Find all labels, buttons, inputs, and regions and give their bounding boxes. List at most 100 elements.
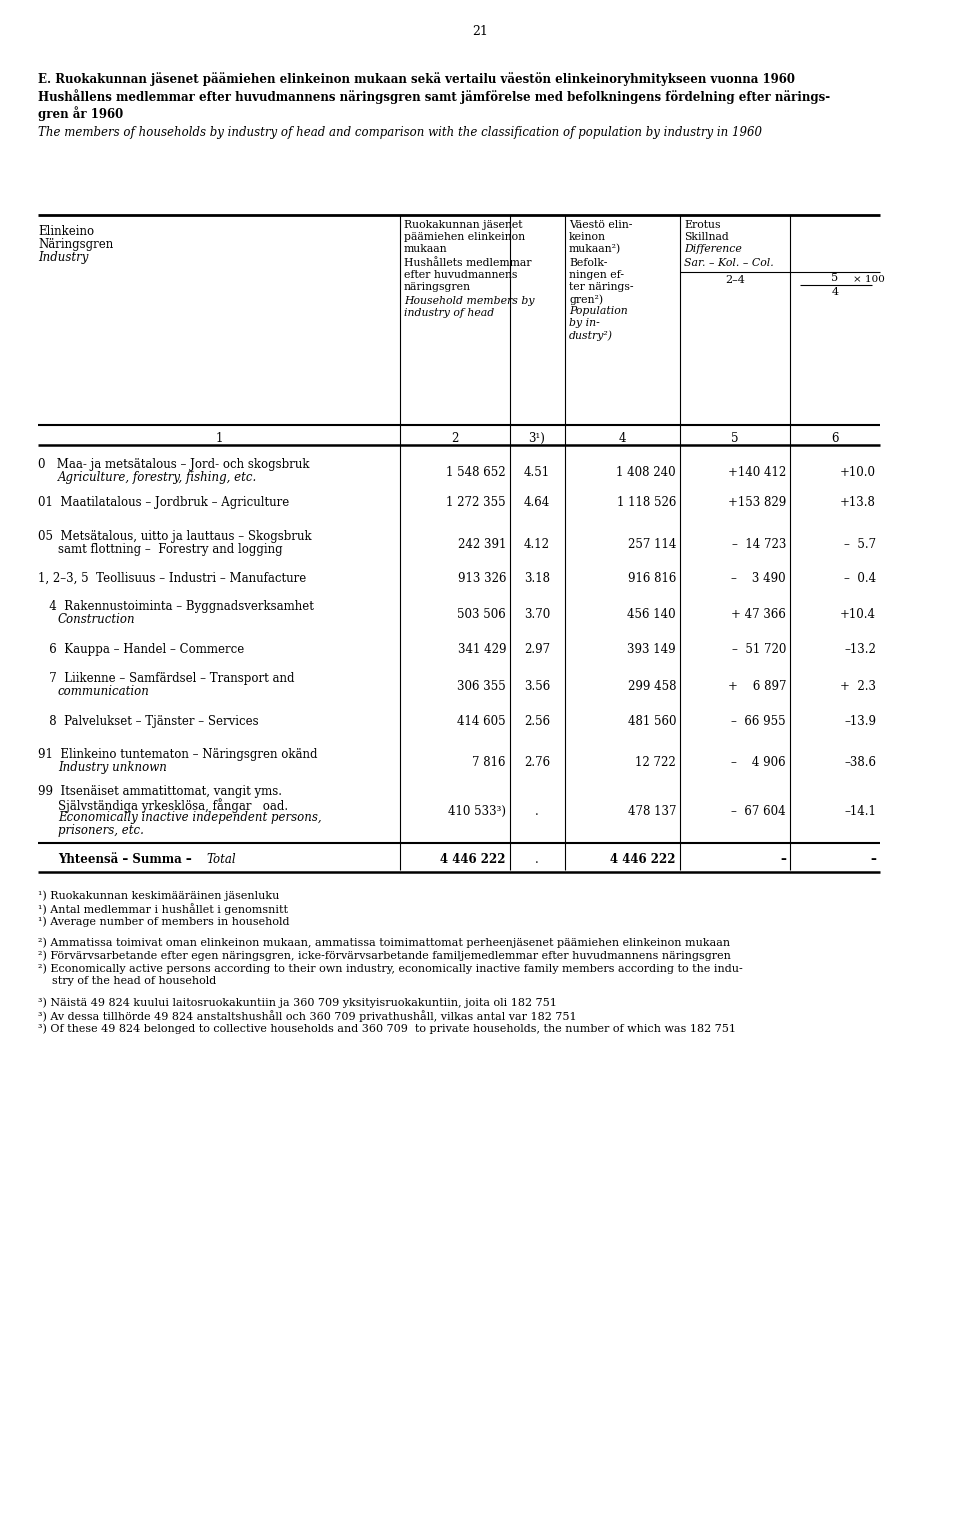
Text: 4 446 222: 4 446 222	[611, 853, 676, 865]
Text: –  51 720: – 51 720	[732, 643, 786, 656]
Text: –  67 604: – 67 604	[732, 805, 786, 818]
Text: 2.97: 2.97	[524, 643, 550, 656]
Text: gren år 1960: gren år 1960	[38, 106, 123, 120]
Text: 91  Elinkeino tuntematon – Näringsgren okänd: 91 Elinkeino tuntematon – Näringsgren ok…	[38, 748, 318, 760]
Text: ³) Näistä 49 824 kuului laitosruokakuntiin ja 360 709 yksityisruokakuntiin, joit: ³) Näistä 49 824 kuului laitosruokakunti…	[38, 996, 557, 1007]
Text: 257 114: 257 114	[628, 538, 676, 551]
Text: Näringsgren: Näringsgren	[38, 237, 113, 251]
Text: Erotus: Erotus	[684, 221, 721, 230]
Text: 4.12: 4.12	[524, 538, 550, 551]
Text: 05  Metsätalous, uitto ja lauttaus – Skogsbruk: 05 Metsätalous, uitto ja lauttaus – Skog…	[38, 529, 312, 543]
Text: 242 391: 242 391	[458, 538, 506, 551]
Text: 503 506: 503 506	[457, 608, 506, 621]
Text: ¹) Antal medlemmar i hushållet i genomsnitt: ¹) Antal medlemmar i hushållet i genomsn…	[38, 903, 288, 914]
Text: 2: 2	[451, 432, 459, 446]
Text: Befolk-: Befolk-	[569, 259, 608, 268]
Text: The members of households by industry of head and comparison with the classifica: The members of households by industry of…	[38, 126, 762, 138]
Text: 481 560: 481 560	[628, 715, 676, 729]
Text: mukaan²): mukaan²)	[569, 243, 621, 254]
Text: 1 272 355: 1 272 355	[446, 496, 506, 510]
Text: 1 118 526: 1 118 526	[616, 496, 676, 510]
Text: ¹) Ruokakunnan keskimääräinen jäsenluku: ¹) Ruokakunnan keskimääräinen jäsenluku	[38, 890, 279, 900]
Text: 4.51: 4.51	[524, 465, 550, 479]
Text: –13.9: –13.9	[844, 715, 876, 729]
Text: 7 816: 7 816	[472, 756, 506, 770]
Text: –: –	[870, 853, 876, 865]
Text: Household members by: Household members by	[404, 297, 535, 306]
Text: 4: 4	[618, 432, 626, 446]
Text: .: .	[535, 853, 539, 865]
Text: –  66 955: – 66 955	[732, 715, 786, 729]
Text: ²) Förvärvsarbetande efter egen näringsgren, icke-förvärvsarbetande familjemedle: ²) Förvärvsarbetande efter egen näringsg…	[38, 951, 731, 961]
Text: Hushållets medlemmar: Hushållets medlemmar	[404, 259, 532, 268]
Text: +10.4: +10.4	[840, 608, 876, 621]
Text: –    4 906: – 4 906	[732, 756, 786, 770]
Text: Industry unknown: Industry unknown	[58, 760, 167, 774]
Text: 6: 6	[831, 432, 839, 446]
Text: 478 137: 478 137	[628, 805, 676, 818]
Text: ³) Av dessa tillhörde 49 824 anstaltshushåll och 360 709 privathushåll, vilkas a: ³) Av dessa tillhörde 49 824 anstaltshus…	[38, 1010, 577, 1022]
Text: 4  Rakennustoiminta – Byggnadsverksamhet: 4 Rakennustoiminta – Byggnadsverksamhet	[38, 599, 314, 613]
Text: E. Ruokakunnan jäsenet päämiehen elinkeinon mukaan sekä vertailu väestön elinkei: E. Ruokakunnan jäsenet päämiehen elinkei…	[38, 71, 795, 85]
Text: 4.64: 4.64	[524, 496, 550, 510]
Text: ²) Economically active persons according to their own industry, economically ina: ²) Economically active persons according…	[38, 963, 743, 973]
Text: 3.18: 3.18	[524, 572, 550, 586]
Text: 21: 21	[472, 24, 488, 38]
Text: keinon: keinon	[569, 233, 606, 242]
Text: 306 355: 306 355	[457, 680, 506, 694]
Text: 3¹): 3¹)	[529, 432, 545, 446]
Text: .: .	[535, 805, 539, 818]
Text: dustry²): dustry²)	[569, 330, 613, 341]
Text: –  14 723: – 14 723	[732, 538, 786, 551]
Text: 7  Liikenne – Samfärdsel – Transport and: 7 Liikenne – Samfärdsel – Transport and	[38, 672, 295, 684]
Text: 3.56: 3.56	[524, 680, 550, 694]
Text: –  0.4: – 0.4	[844, 572, 876, 586]
Text: + 47 366: + 47 366	[732, 608, 786, 621]
Text: 1: 1	[215, 432, 223, 446]
Text: stry of the head of household: stry of the head of household	[38, 976, 216, 986]
Text: 3.70: 3.70	[524, 608, 550, 621]
Text: näringsgren: näringsgren	[404, 281, 471, 292]
Text: +153 829: +153 829	[728, 496, 786, 510]
Text: Total: Total	[206, 853, 235, 865]
Text: –    3 490: – 3 490	[732, 572, 786, 586]
Text: ³) Of these 49 824 belonged to collective households and 360 709  to private hou: ³) Of these 49 824 belonged to collectiv…	[38, 1024, 736, 1034]
Text: Skillnad: Skillnad	[684, 233, 729, 242]
Text: 99  Itsenäiset ammatittomat, vangit yms.: 99 Itsenäiset ammatittomat, vangit yms.	[38, 785, 282, 799]
Text: 393 149: 393 149	[628, 643, 676, 656]
Text: +10.0: +10.0	[840, 465, 876, 479]
Text: Sar. – Kol. – Col.: Sar. – Kol. – Col.	[684, 259, 774, 268]
Text: × 100: × 100	[853, 275, 885, 284]
Text: +    6 897: + 6 897	[728, 680, 786, 694]
Text: 5: 5	[732, 432, 739, 446]
Text: ²) Ammatissa toimivat oman elinkeinon mukaan, ammatissa toimimattomat perheenjäs: ²) Ammatissa toimivat oman elinkeinon mu…	[38, 937, 731, 948]
Text: ¹) Average number of members in household: ¹) Average number of members in househol…	[38, 916, 290, 926]
Text: Population: Population	[569, 306, 628, 316]
Text: efter huvudmannens: efter huvudmannens	[404, 271, 517, 280]
Text: 01  Maatilatalous – Jordbruk – Agriculture: 01 Maatilatalous – Jordbruk – Agricultur…	[38, 496, 289, 510]
Text: 456 140: 456 140	[628, 608, 676, 621]
Text: communication: communication	[58, 684, 150, 698]
Text: 414 605: 414 605	[457, 715, 506, 729]
Text: 6  Kauppa – Handel – Commerce: 6 Kauppa – Handel – Commerce	[38, 643, 244, 656]
Text: –38.6: –38.6	[844, 756, 876, 770]
Text: 12 722: 12 722	[636, 756, 676, 770]
Text: Construction: Construction	[58, 613, 135, 627]
Text: Självständiga yrkesklösa, fångar   oad.: Självständiga yrkesklösa, fångar oad.	[58, 799, 288, 812]
Text: 2.56: 2.56	[524, 715, 550, 729]
Text: prisoners, etc.: prisoners, etc.	[58, 824, 144, 837]
Text: gren²): gren²)	[569, 294, 603, 304]
Text: 5: 5	[831, 272, 839, 283]
Text: Difference: Difference	[684, 243, 742, 254]
Text: 916 816: 916 816	[628, 572, 676, 586]
Text: by in-: by in-	[569, 318, 600, 329]
Text: –14.1: –14.1	[844, 805, 876, 818]
Text: Agriculture, forestry, fishing, etc.: Agriculture, forestry, fishing, etc.	[58, 472, 257, 484]
Text: 2–4: 2–4	[725, 275, 745, 284]
Text: Väestö elin-: Väestö elin-	[569, 221, 633, 230]
Text: +  2.3: + 2.3	[840, 680, 876, 694]
Text: +140 412: +140 412	[728, 465, 786, 479]
Text: –: –	[780, 853, 786, 865]
Text: 341 429: 341 429	[458, 643, 506, 656]
Text: industry of head: industry of head	[404, 307, 494, 318]
